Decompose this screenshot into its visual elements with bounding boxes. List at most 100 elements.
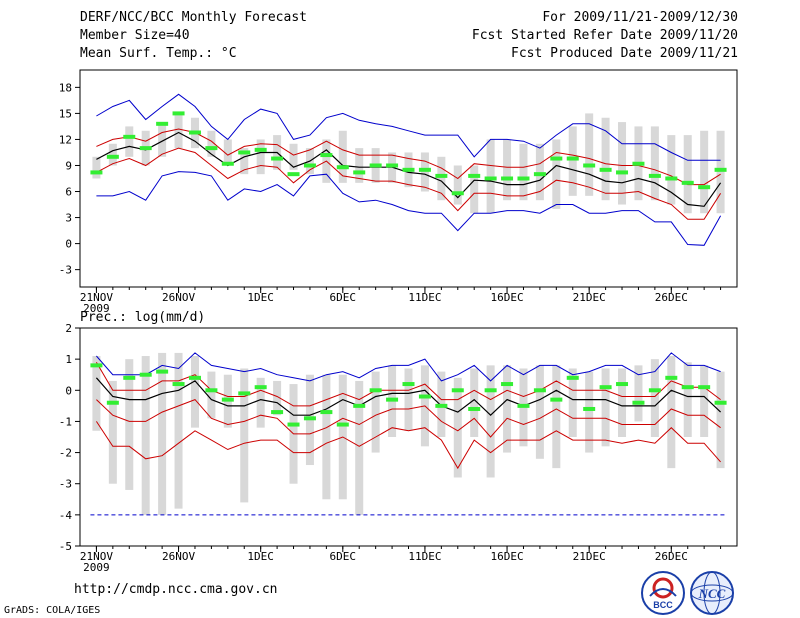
control-marker bbox=[435, 173, 448, 178]
control-marker bbox=[238, 150, 251, 155]
control-marker bbox=[238, 391, 251, 396]
member-size-label: Member Size=40 bbox=[80, 28, 190, 43]
forecast-period-label: For 2009/11/21-2009/12/30 bbox=[542, 10, 738, 25]
spread-box bbox=[585, 113, 594, 196]
control-marker bbox=[550, 397, 563, 402]
y-tick-label: -1 bbox=[59, 415, 72, 428]
control-marker bbox=[156, 369, 169, 374]
y-tick-label: 0 bbox=[65, 384, 72, 397]
control-marker bbox=[451, 191, 464, 196]
control-marker bbox=[501, 382, 514, 387]
control-marker bbox=[517, 176, 530, 181]
spread-box bbox=[700, 130, 709, 214]
x-tick-label: 1DEC bbox=[247, 291, 274, 304]
spread-box bbox=[552, 365, 561, 469]
control-marker bbox=[418, 394, 431, 399]
control-marker bbox=[287, 422, 300, 427]
y-tick-label: 18 bbox=[59, 81, 72, 94]
y-tick-label: 0 bbox=[65, 238, 72, 251]
spread-box bbox=[240, 368, 249, 503]
control-marker bbox=[271, 410, 284, 415]
control-marker bbox=[287, 172, 300, 177]
spread-box bbox=[486, 365, 495, 478]
variable-label: Mean Surf. Temp.: °C bbox=[80, 46, 237, 61]
spread-box bbox=[125, 359, 134, 490]
spread-box bbox=[716, 371, 725, 469]
control-marker bbox=[418, 167, 431, 172]
control-marker bbox=[90, 170, 103, 175]
control-marker bbox=[369, 388, 382, 393]
control-marker bbox=[172, 111, 185, 116]
spread-box bbox=[618, 368, 627, 437]
control-marker bbox=[599, 167, 612, 172]
footer-url[interactable]: http://cmdp.ncc.cma.gov.cn bbox=[74, 582, 278, 597]
control-marker bbox=[139, 146, 152, 151]
grads-credit: GrADS: COLA/IGES bbox=[4, 605, 101, 616]
spread-box bbox=[486, 139, 495, 214]
control-marker bbox=[714, 400, 727, 405]
control-marker bbox=[616, 170, 629, 175]
y-tick-label: -2 bbox=[59, 447, 72, 460]
x-tick-label: 26DEC bbox=[655, 550, 688, 563]
control-marker bbox=[435, 403, 448, 408]
control-marker bbox=[303, 163, 316, 168]
control-marker bbox=[205, 146, 218, 151]
spread-box bbox=[108, 143, 117, 166]
control-marker bbox=[533, 388, 546, 393]
x-tick-label: 26NOV bbox=[162, 550, 195, 563]
spread-box bbox=[190, 356, 199, 428]
spread-box bbox=[650, 359, 659, 437]
temperature-chart: -3 0 3 6 9 12 15 18 21NOV 26NOV 1DEC 6DEC 11DEC 16DEC… bbox=[59, 69, 738, 315]
control-marker bbox=[583, 163, 596, 168]
spread-box bbox=[404, 368, 413, 431]
chart-title: DERF/NCC/BCC Monthly Forecast bbox=[80, 10, 307, 25]
control-marker bbox=[698, 385, 711, 390]
series-line-min bbox=[96, 171, 722, 246]
y-tick-label: 1 bbox=[65, 353, 72, 366]
control-marker bbox=[566, 156, 579, 161]
spread-box bbox=[568, 126, 577, 196]
spread-box bbox=[503, 365, 512, 453]
produced-date-label: Fcst Produced Date 2009/11/21 bbox=[511, 46, 738, 61]
spread-box bbox=[568, 368, 577, 437]
control-marker bbox=[172, 382, 185, 387]
spread-box bbox=[338, 130, 347, 183]
control-marker bbox=[336, 165, 349, 170]
control-marker bbox=[205, 388, 218, 393]
spread-box bbox=[683, 135, 692, 214]
spread-box bbox=[700, 365, 709, 437]
spread-box bbox=[519, 143, 528, 201]
control-marker bbox=[632, 400, 645, 405]
spread-box bbox=[92, 156, 101, 179]
bcc-logo-text: BCC bbox=[653, 600, 673, 610]
control-marker bbox=[369, 163, 382, 168]
x-year-label: 2009 bbox=[83, 302, 110, 315]
series-line-p10 bbox=[96, 147, 722, 220]
spread-box bbox=[601, 368, 610, 447]
y-tick-label: -3 bbox=[59, 478, 72, 491]
control-marker bbox=[254, 147, 267, 152]
control-marker bbox=[402, 167, 415, 172]
control-marker bbox=[271, 156, 284, 161]
spread-box bbox=[273, 380, 282, 416]
control-marker bbox=[106, 400, 119, 405]
control-marker bbox=[599, 385, 612, 390]
control-marker bbox=[386, 397, 399, 402]
spread-box bbox=[240, 148, 249, 175]
control-marker bbox=[139, 372, 152, 377]
spread-box bbox=[420, 152, 429, 192]
control-marker bbox=[336, 422, 349, 427]
spread-box bbox=[716, 130, 725, 214]
series-line-max bbox=[96, 352, 721, 382]
control-marker bbox=[550, 156, 563, 161]
x-year-label: 2009 bbox=[83, 561, 110, 574]
control-marker bbox=[320, 410, 333, 415]
ncc-logo-text: NCC bbox=[698, 586, 726, 601]
control-marker bbox=[698, 185, 711, 190]
spread-box bbox=[256, 139, 265, 175]
control-marker bbox=[681, 385, 694, 390]
spread-box bbox=[667, 135, 676, 205]
y-tick-label: 15 bbox=[59, 107, 72, 120]
x-tick-label: 1DEC bbox=[247, 550, 274, 563]
bcc-logo: BCC bbox=[641, 571, 685, 615]
